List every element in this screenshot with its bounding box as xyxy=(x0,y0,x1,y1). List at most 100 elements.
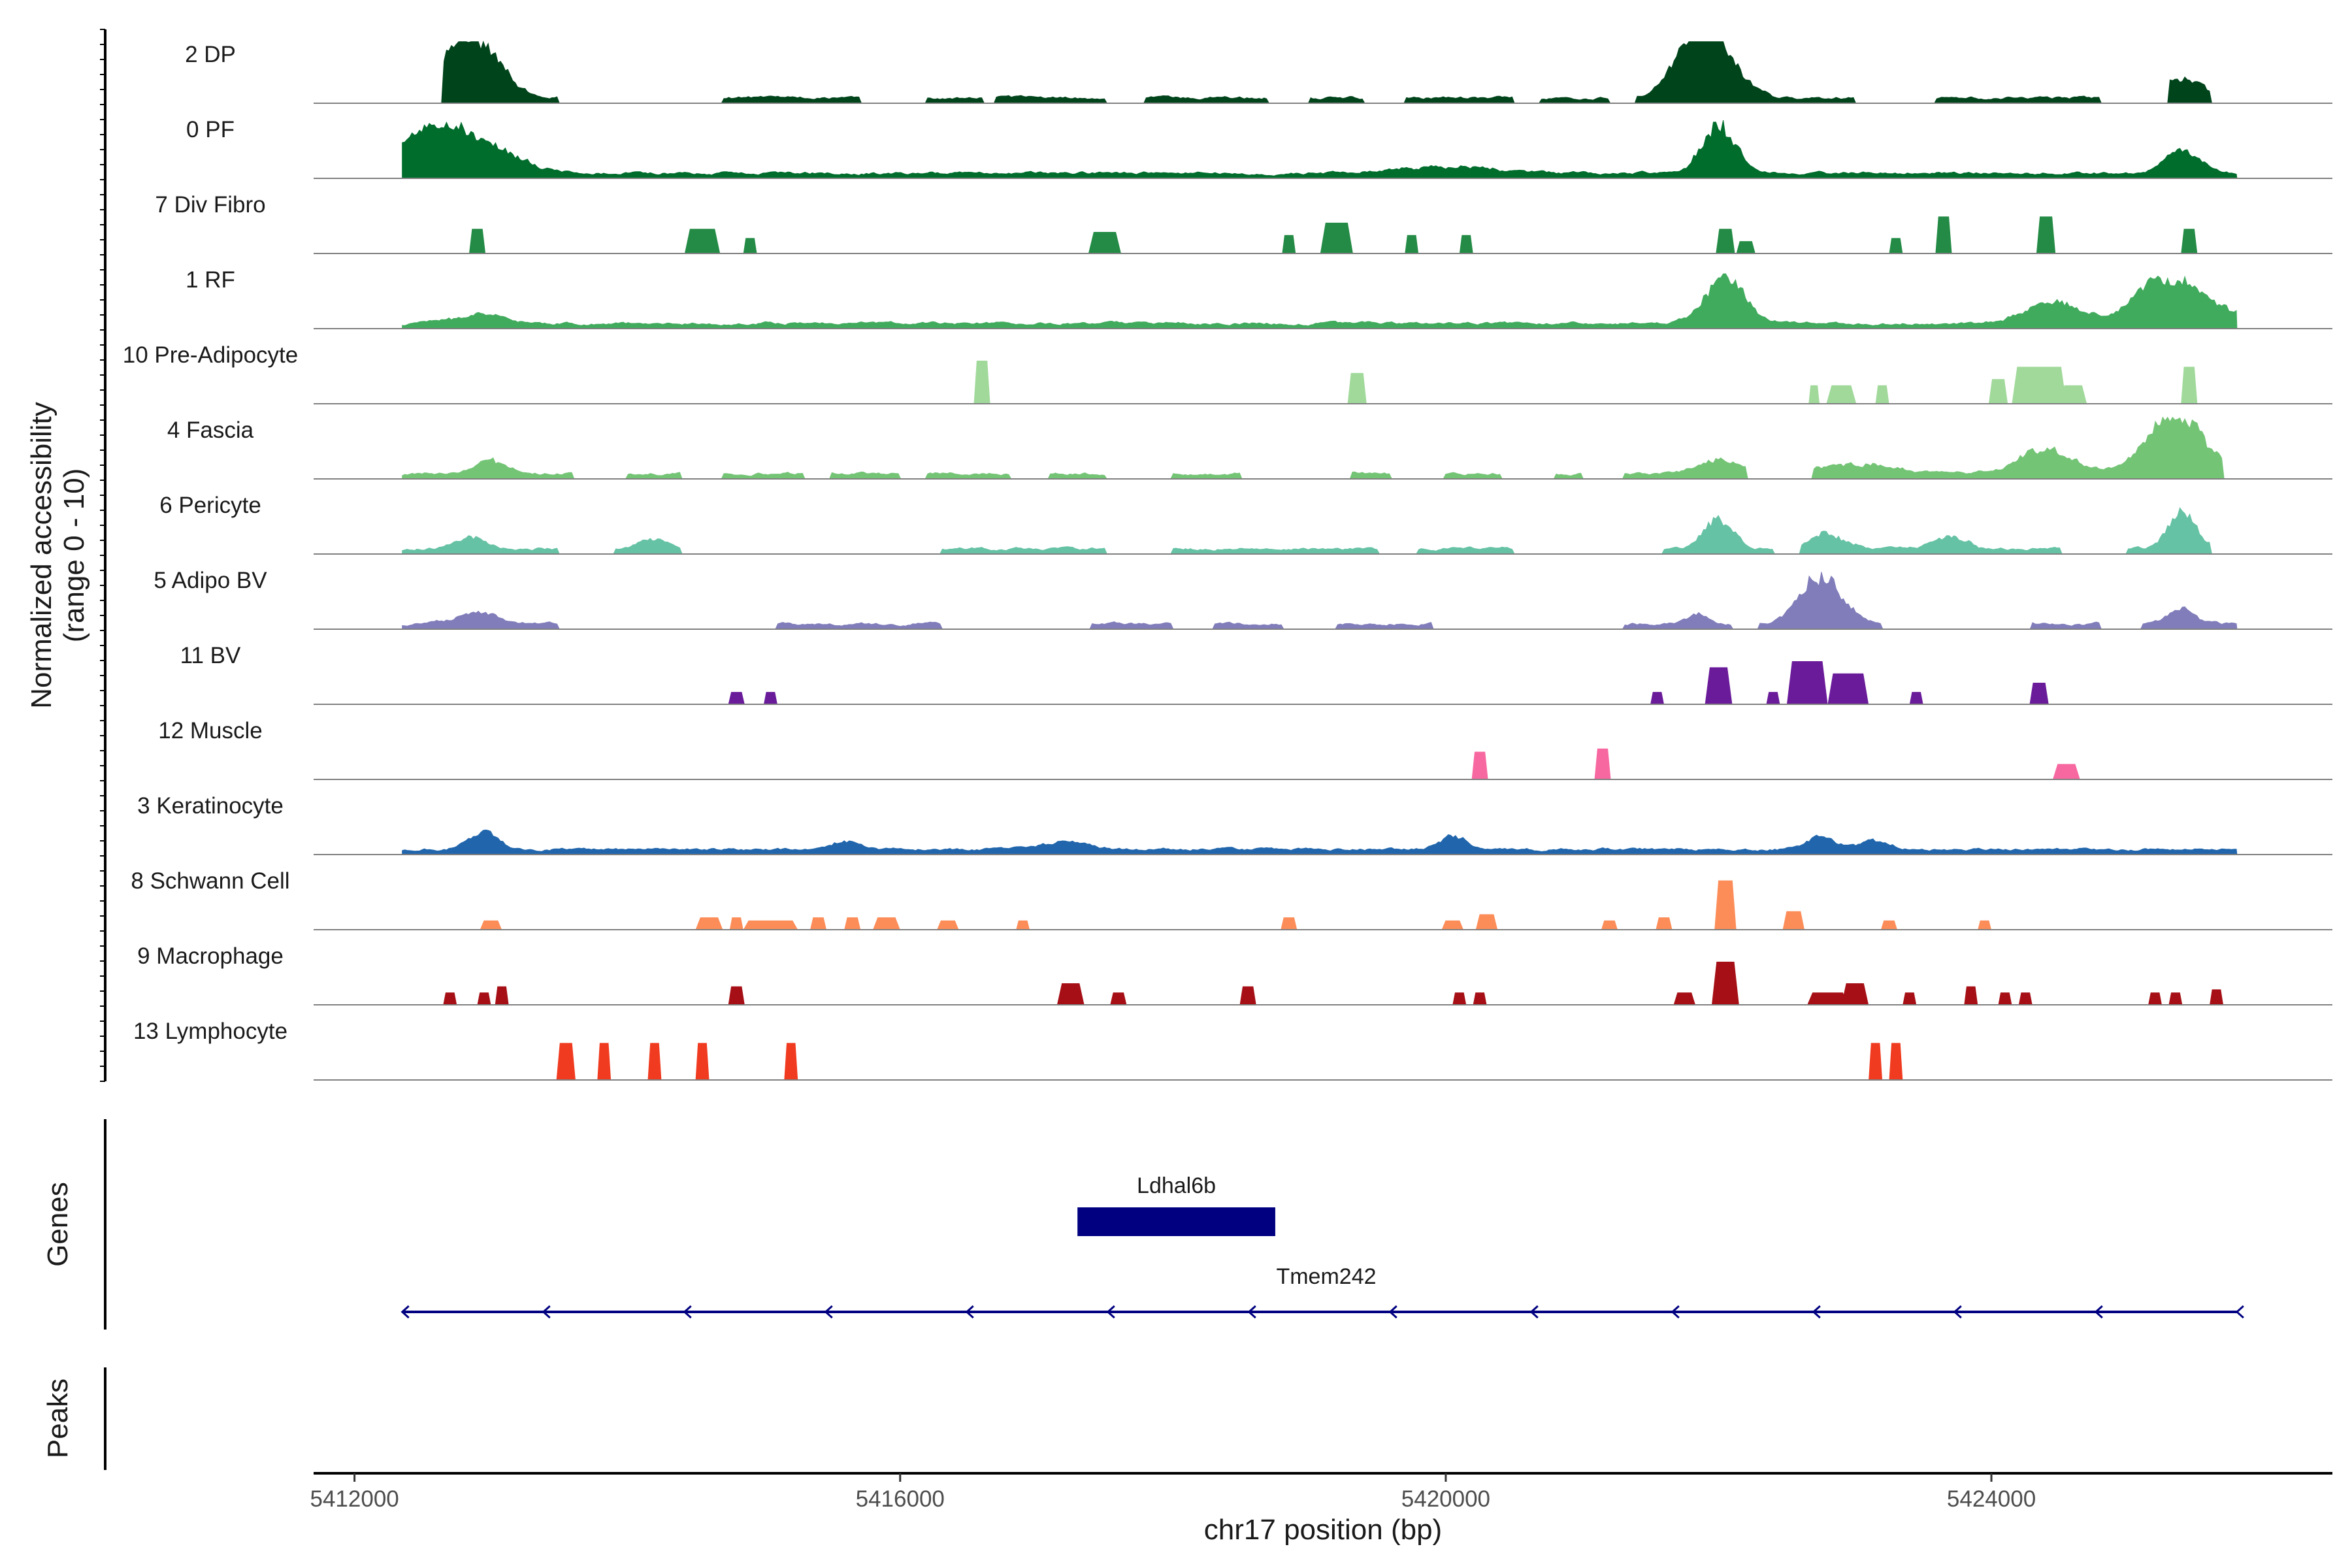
track-3-keratinocyte: 3 Keratinocyte xyxy=(137,793,2332,855)
coverage-block-8-schwann-cell-4 xyxy=(810,917,826,930)
coverage-block-9-macrophage-6 xyxy=(1239,986,1256,1005)
coverage-area-2-dp xyxy=(402,41,2237,104)
strand-arrow-icon xyxy=(1953,1305,1962,1319)
strand-arrow-icon xyxy=(2235,1305,2244,1319)
coverage-block-7-div-fibro-3 xyxy=(1088,232,1121,253)
coverage-block-11-bv-4 xyxy=(1766,692,1780,704)
coverage-block-8-schwann-cell-0 xyxy=(480,920,502,930)
gene-ldhal6b: Ldhal6b xyxy=(1077,1173,1275,1236)
x-tick-label: 5412000 xyxy=(310,1486,399,1512)
coverage-block-8-schwann-cell-9 xyxy=(1281,917,1298,930)
genes-track: Ldhal6b Tmem242 xyxy=(400,1173,2244,1319)
coverage-block-13-lymphocyte-3 xyxy=(695,1043,710,1080)
strand-arrow-icon xyxy=(400,1305,410,1319)
track-label-2-dp: 2 DP xyxy=(185,42,236,67)
track-11-bv: 11 BV xyxy=(180,643,2332,705)
track-label-0-pf: 0 PF xyxy=(186,117,235,142)
coverage-block-8-schwann-cell-1 xyxy=(695,917,723,930)
coverage-block-8-schwann-cell-8 xyxy=(1016,920,1030,930)
coverage-area-4-fascia xyxy=(402,416,2237,480)
coverage-block-7-div-fibro-0 xyxy=(469,229,486,253)
y-axis-title-line1: Normalized accessibility xyxy=(25,402,57,708)
strand-arrow-icon xyxy=(542,1305,551,1319)
coverage-block-8-schwann-cell-17 xyxy=(1978,920,1991,930)
track-6-pericyte: 6 Pericyte xyxy=(159,493,2332,555)
coverage-block-9-macrophage-10 xyxy=(1712,962,1739,1005)
coverage-block-7-div-fibro-9 xyxy=(1736,241,1756,253)
track-label-4-fascia: 4 Fascia xyxy=(167,417,254,443)
coverage-block-7-div-fibro-4 xyxy=(1282,235,1296,253)
track-7-div-fibro: 7 Div Fibro xyxy=(155,192,2332,254)
strand-arrow-icon xyxy=(965,1305,974,1319)
coverage-block-11-bv-7 xyxy=(1909,692,1923,704)
coverage-block-7-div-fibro-12 xyxy=(2036,216,2056,253)
coverage-block-11-bv-2 xyxy=(1650,692,1664,704)
track-label-13-lymphocyte: 13 Lymphocyte xyxy=(133,1019,287,1044)
coverage-block-7-div-fibro-5 xyxy=(1320,222,1353,253)
coverage-block-13-lymphocyte-4 xyxy=(784,1043,798,1080)
coverage-block-10-pre-adipocyte-2 xyxy=(1808,385,1820,404)
coverage-block-7-div-fibro-1 xyxy=(684,229,721,253)
coverage-block-10-pre-adipocyte-6 xyxy=(2012,367,2066,404)
coverage-block-7-div-fibro-6 xyxy=(1405,235,1419,253)
coverage-y-ticks xyxy=(100,29,105,1082)
strand-arrow-icon xyxy=(683,1305,692,1319)
coverage-block-9-macrophage-14 xyxy=(1964,986,1978,1005)
peaks-panel-title: Peaks xyxy=(42,1379,74,1458)
coverage-block-8-schwann-cell-14 xyxy=(1714,880,1737,930)
coverage-block-9-macrophage-13 xyxy=(1903,992,1917,1005)
coverage-block-11-bv-1 xyxy=(764,692,777,704)
coverage-block-8-schwann-cell-16 xyxy=(1880,920,1897,930)
coverage-block-9-macrophage-17 xyxy=(2148,992,2162,1005)
coverage-block-13-lymphocyte-6 xyxy=(1889,1043,1903,1080)
coverage-block-8-schwann-cell-11 xyxy=(1475,914,1498,930)
coverage-block-13-lymphocyte-1 xyxy=(597,1043,612,1080)
track-label-1-rf: 1 RF xyxy=(186,267,235,293)
coverage-block-10-pre-adipocyte-7 xyxy=(2059,385,2087,404)
coverage-block-12-muscle-0 xyxy=(1471,751,1488,779)
coverage-area-5-adipo-bv xyxy=(402,572,2238,630)
coverage-block-8-schwann-cell-6 xyxy=(873,917,900,930)
coverage-block-9-macrophage-7 xyxy=(1452,992,1467,1005)
coverage-block-8-schwann-cell-12 xyxy=(1601,920,1618,930)
coverage-block-10-pre-adipocyte-8 xyxy=(2181,367,2198,404)
track-label-11-bv: 11 BV xyxy=(180,643,241,668)
coverage-block-7-div-fibro-7 xyxy=(1459,235,1473,253)
coverage-area-1-rf xyxy=(402,273,2238,329)
gene-tmem242: Tmem242 xyxy=(400,1264,2244,1319)
coverage-block-9-macrophage-9 xyxy=(1673,992,1695,1005)
coverage-block-8-schwann-cell-10 xyxy=(1441,920,1463,930)
coverage-block-10-pre-adipocyte-1 xyxy=(1347,372,1367,404)
coverage-block-13-lymphocyte-0 xyxy=(556,1043,576,1080)
coverage-block-9-macrophage-12 xyxy=(1841,983,1869,1005)
coverage-block-9-macrophage-11 xyxy=(1807,992,1848,1005)
coverage-block-7-div-fibro-13 xyxy=(2181,229,2198,253)
coverage-block-8-schwann-cell-7 xyxy=(937,920,959,930)
coverage-area-3-keratinocyte xyxy=(402,829,2238,855)
track-4-fascia: 4 Fascia xyxy=(167,416,2332,480)
coverage-block-7-div-fibro-10 xyxy=(1889,238,1903,253)
track-label-9-macrophage: 9 Macrophage xyxy=(137,943,284,969)
coverage-block-9-macrophage-2 xyxy=(495,986,509,1005)
track-1-rf: 1 RF xyxy=(186,267,2332,329)
track-9-macrophage: 9 Macrophage xyxy=(137,943,2332,1005)
strand-arrow-icon xyxy=(1812,1305,1821,1319)
track-label-12-muscle: 12 Muscle xyxy=(158,718,263,743)
coverage-block-7-div-fibro-11 xyxy=(1935,216,1952,253)
coverage-block-9-macrophage-0 xyxy=(443,992,457,1005)
coverage-block-11-bv-3 xyxy=(1705,667,1733,704)
coverage-area-0-pf xyxy=(402,120,2238,179)
strand-arrow-icon xyxy=(1106,1305,1115,1319)
track-0-pf: 0 PF xyxy=(186,117,2332,179)
coverage-block-9-macrophage-19 xyxy=(2210,989,2223,1005)
y-axis-title: Normalized accessibility (range 0 - 10) xyxy=(25,402,90,708)
coverage-block-9-macrophage-1 xyxy=(477,992,491,1005)
strand-arrow-icon xyxy=(1247,1305,1256,1319)
gene-label-ldhal6b: Ldhal6b xyxy=(1137,1173,1216,1198)
track-label-8-schwann-cell: 8 Schwann Cell xyxy=(131,868,289,894)
coverage-tracks: 2 DP 0 PF 7 Div Fibro 1 RF 10 Pre-Adipocyte 4… xyxy=(123,41,2332,1081)
coverage-block-11-bv-6 xyxy=(1827,673,1869,704)
coverage-block-10-pre-adipocyte-3 xyxy=(1826,385,1857,404)
coverage-block-9-macrophage-8 xyxy=(1473,992,1487,1005)
x-axis-ticks: 5412000 5416000 5420000 5424000 xyxy=(310,1473,2036,1512)
